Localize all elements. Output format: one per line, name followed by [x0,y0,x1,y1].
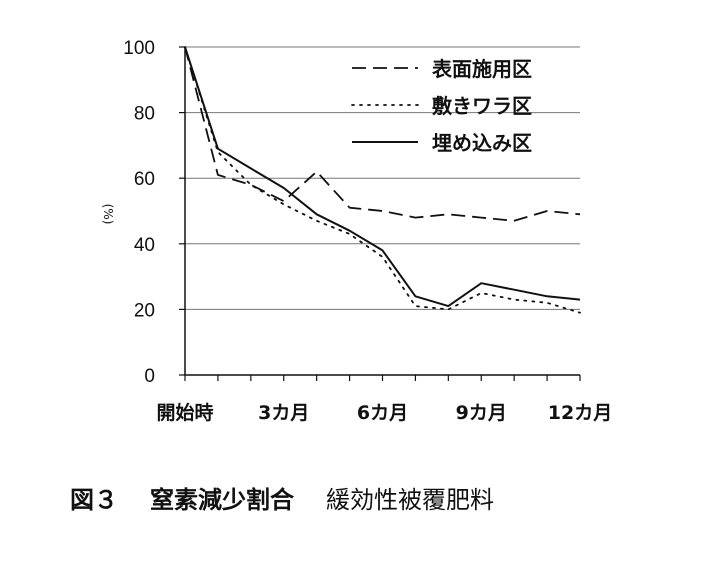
x-tick-labels: 開始時 3カ月 6カ月 9カ月 12カ月 [156,401,612,424]
series-line [184,46,581,222]
y-tick-label: 80 [134,104,155,125]
y-tick-label: 40 [134,235,155,256]
y-tick-label: 100 [123,38,155,59]
y-tick-label: 0 [144,366,155,387]
figure-title: 窒素減少割合 [150,486,294,514]
y-tick-labels: 0 20 40 60 80 100 [123,38,155,387]
series-line [184,46,581,314]
legend-label: 表面施用区 [432,57,532,81]
x-tick-label: 開始時 [156,401,213,424]
legend-label: 敷きワラ区 [432,94,532,118]
x-tick-label: 6カ月 [357,402,408,424]
y-axis-label: (%) [101,204,115,225]
figure-caption: 図３ 窒素減少割合 緩効性被覆肥料 [70,480,494,515]
grid-lines [185,46,580,310]
figure-subtitle: 緩効性被覆肥料 [326,486,494,514]
series-lines [184,46,581,314]
x-tick-label: 3カ月 [258,402,309,424]
y-tick-label: 60 [134,169,155,190]
y-tick-label: 20 [134,300,155,321]
x-tick-label: 9カ月 [456,402,507,424]
series-line [184,46,581,308]
legend-label: 埋め込み区 [432,131,532,155]
axes [179,46,581,381]
chart: 0 20 40 60 80 100 開始時 3カ月 6カ月 9カ月 12カ月 (%) 表面施用区敷… [101,38,612,424]
figure-number: 図３ [70,486,118,514]
x-tick-label: 12カ月 [548,402,612,424]
